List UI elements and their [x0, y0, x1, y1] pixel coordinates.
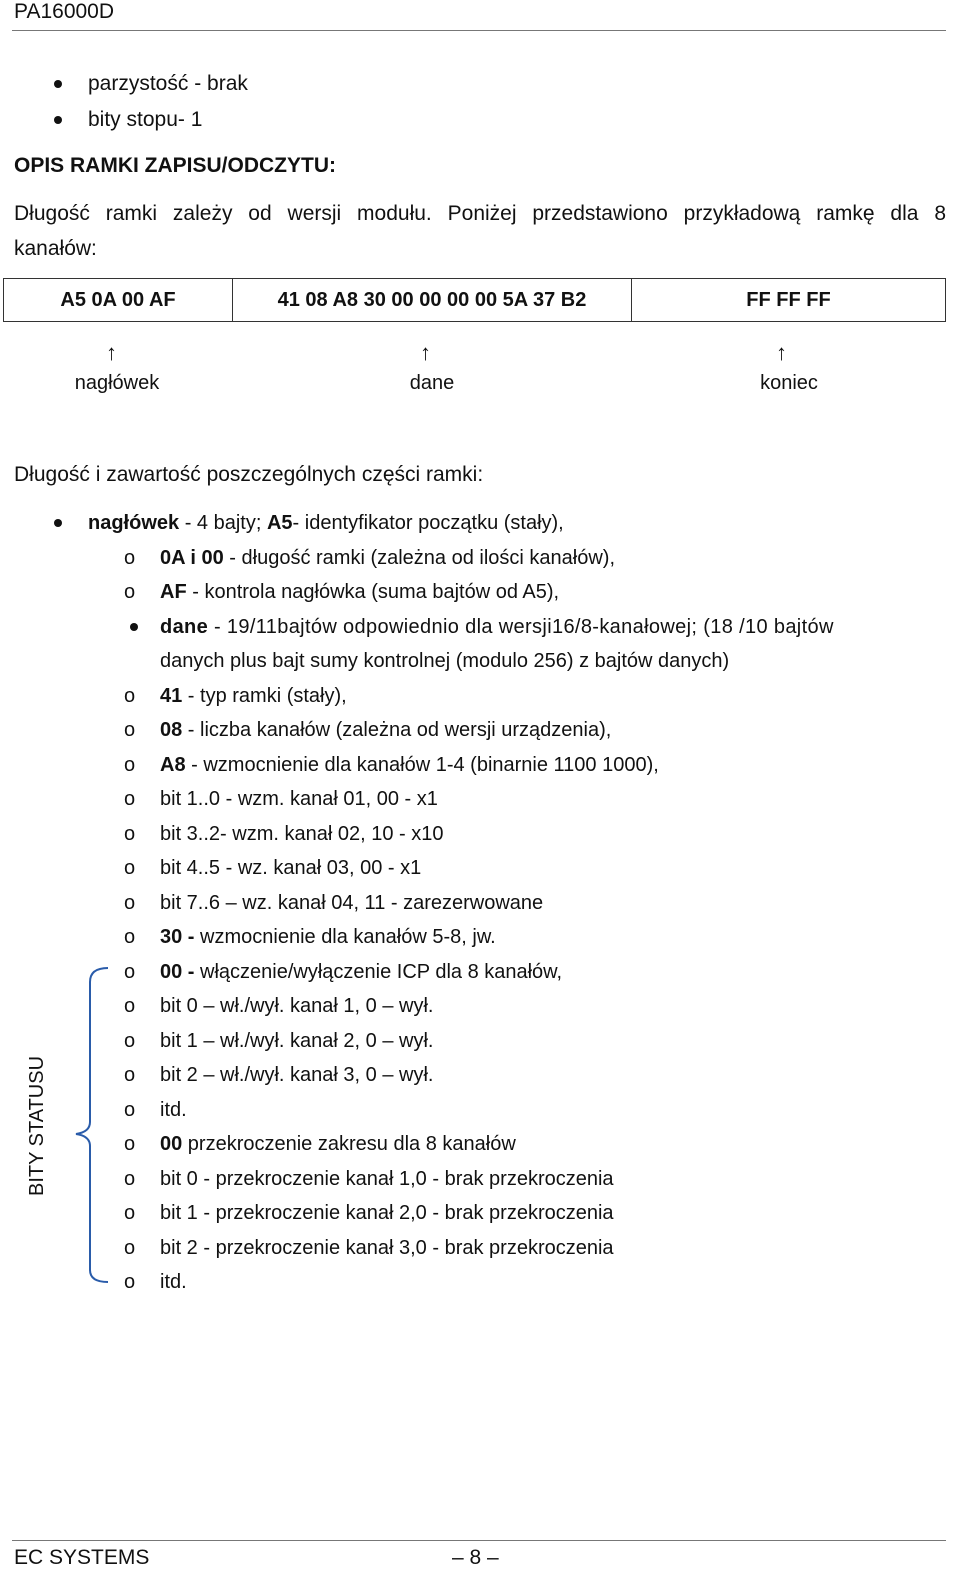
circle-bullet-icon: o: [124, 1029, 136, 1052]
list-item: o bit 2 – wł./wył. kanał 3, 0 – wył.: [124, 1064, 434, 1086]
list-item: o 08 - liczba kanałów (zależna od wersji …: [124, 719, 612, 741]
list-item: o 41 - typ ramki (stały),: [124, 684, 347, 707]
circle-bullet-icon: o: [124, 1236, 136, 1259]
bullet-stop-bits: bity stopu- 1: [53, 108, 203, 131]
circle-bullet-icon: o: [124, 891, 136, 914]
circle-bullet-icon: o: [124, 960, 136, 983]
list-item: o 00 przekroczenie zakresu dla 8 kanałów: [124, 1133, 516, 1155]
parts-title: Długość i zawartość poszczególnych częśc…: [14, 463, 484, 486]
list-item: o AF - kontrola nagłówka (suma bajtów od …: [124, 581, 560, 603]
circle-bullet-icon: o: [124, 788, 136, 810]
circle-bullet-icon: o: [124, 1202, 136, 1224]
footer-page-number: – 8 –: [452, 1546, 499, 1569]
circle-bullet-icon: o: [124, 719, 136, 741]
circle-bullet-icon: o: [124, 581, 136, 603]
circle-bullet-icon: o: [124, 1064, 136, 1086]
list-item: o bit 7..6 – wz. kanał 04, 11 - zarezerwo…: [124, 891, 544, 914]
document-header: PA16000D: [14, 0, 115, 23]
circle-bullet-icon: o: [124, 1133, 136, 1155]
list-item: o 0A i 00 - długość ramki (zależna od ilo…: [124, 546, 616, 569]
footer-company: EC SYSTEMS: [14, 1546, 150, 1569]
intro-line-1: Długość ramki zależy od wersji modułu. P…: [14, 202, 946, 225]
circle-bullet-icon: o: [124, 926, 136, 948]
bullet-icon: [54, 519, 62, 527]
frame-table: A5 0A 00 AF 41 08 A8 30 00 00 00 00 5A 3…: [3, 278, 946, 322]
circle-bullet-icon: o: [124, 995, 136, 1017]
list-item: danych plus bajt sumy kontrolnej (modulo…: [160, 650, 730, 672]
arrow-up-icon: ↑: [776, 340, 787, 365]
circle-bullet-icon: o: [124, 753, 136, 776]
circle-bullet-icon: o: [124, 1167, 136, 1190]
list-item: o bit 1 – wł./wył. kanał 2, 0 – wył.: [124, 1029, 434, 1052]
list-item: o bit 2 - przekroczenie kanał 3,0 - brak …: [124, 1236, 614, 1259]
label-end: koniec: [760, 372, 818, 394]
list-item: o itd.: [124, 1098, 187, 1121]
list-item: o bit 0 - przekroczenie kanał 1,0 - brak …: [124, 1167, 614, 1190]
status-bits-label: BITY STATUSU: [26, 1055, 48, 1196]
list-item: nagłówek - 4 bajty; A5- identyfikator po…: [54, 510, 564, 536]
list-item: o bit 4..5 - wz. kanał 03, 00 - x1: [124, 857, 422, 879]
circle-bullet-icon: o: [124, 1098, 136, 1121]
list-item: dane - 19/11bajtów odpowiednio dla wersj…: [130, 614, 942, 640]
arrow-up-icon: ↑: [420, 340, 431, 365]
bullet-parity: parzystość - brak: [54, 72, 248, 95]
circle-bullet-icon: o: [124, 684, 136, 707]
frame-end-cell: FF FF FF: [631, 278, 946, 322]
frame-header-cell: A5 0A 00 AF: [3, 278, 233, 322]
circle-bullet-icon: o: [124, 1271, 136, 1293]
section-title: OPIS RAMKI ZAPISU/ODCZYTU:: [14, 154, 337, 177]
list-item: o A8 - wzmocnienie dla kanałów 1-4 (binar…: [124, 753, 659, 776]
list-item: o bit 1 - przekroczenie kanał 2,0 - brak …: [124, 1202, 614, 1224]
list-item: o bit 0 – wł./wył. kanał 1, 0 – wył.: [124, 995, 434, 1017]
label-data: dane: [409, 372, 455, 394]
bullet-icon: [130, 622, 138, 631]
status-bracket: [75, 967, 109, 1283]
frame-data-cell: 41 08 A8 30 00 00 00 00 5A 37 B2: [232, 278, 632, 322]
list-item: o 00 - włączenie/wyłączenie ICP dla 8 kan…: [124, 960, 563, 983]
list-item: o 30 - wzmocnienie dla kanałów 5-8, jw.: [124, 926, 496, 948]
circle-bullet-icon: o: [124, 857, 136, 879]
list-item: o bit 3..2- wzm. kanał 02, 10 - x10: [124, 822, 444, 845]
label-header: nagłówek: [74, 372, 160, 394]
footer-rule: [12, 1540, 946, 1541]
arrow-up-icon: ↑: [106, 340, 117, 365]
circle-bullet-icon: o: [124, 822, 136, 845]
header-rule: [12, 30, 946, 31]
intro-line-2: kanałów:: [14, 237, 97, 260]
circle-bullet-icon: o: [124, 546, 136, 569]
list-item: o bit 1..0 - wzm. kanał 01, 00 - x1: [124, 788, 438, 810]
list-item: o itd.: [124, 1271, 187, 1293]
